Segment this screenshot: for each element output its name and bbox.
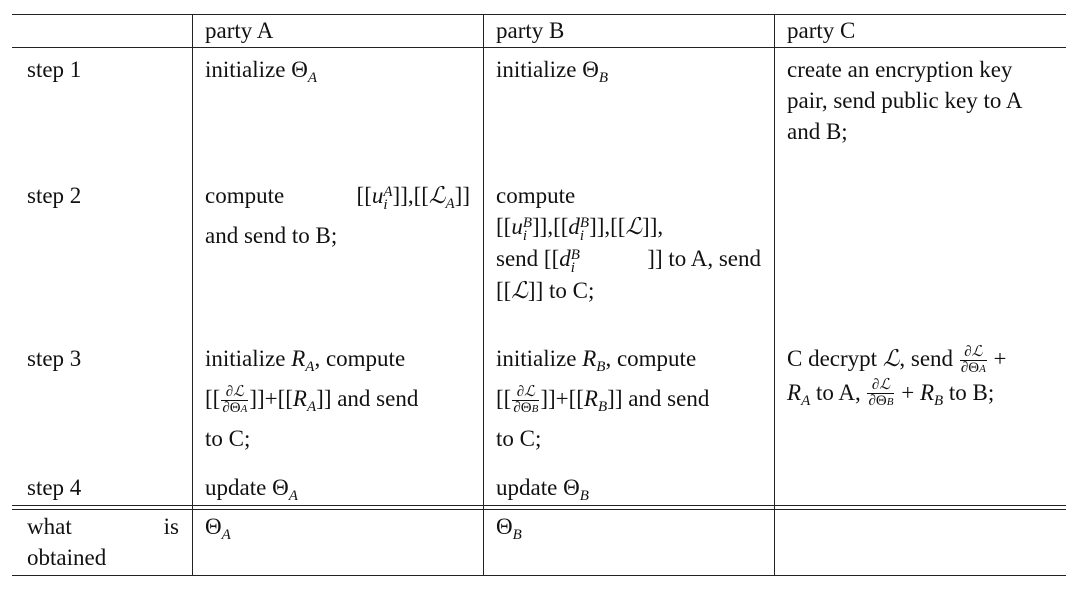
step3-party-a: initialize RA, compute [[∂ℒ ∂ΘA]]+[[RA]] … — [205, 346, 419, 451]
header-party-c: party C — [787, 18, 856, 43]
footer-rule-upper — [12, 505, 1066, 506]
footer-label: what is obtained — [27, 514, 179, 570]
col-divider-1 — [192, 14, 193, 576]
top-rule — [12, 14, 1066, 15]
step4-party-b: update ΘB — [496, 475, 589, 504]
footer-rule-lower — [12, 509, 1066, 510]
step1-party-b: initialize ΘB — [496, 57, 609, 86]
row-label-step-1: step 1 — [27, 57, 82, 82]
row-label-step-4: step 4 — [27, 475, 82, 500]
col-divider-2 — [483, 14, 484, 576]
header-party-a: party A — [205, 18, 274, 43]
footer-party-a: ΘA — [205, 514, 231, 543]
row-label-step-2: step 2 — [27, 183, 82, 208]
protocol-table: party A party B party C step 1 initializ… — [12, 14, 1066, 576]
partial-fraction-c-a: ∂ℒ ∂ΘA — [959, 343, 987, 376]
partial-fraction-b: ∂ℒ ∂ΘB — [512, 383, 540, 416]
partial-fraction-c-b: ∂ℒ ∂ΘB — [867, 377, 895, 410]
footer-party-b: ΘB — [496, 514, 522, 543]
partial-fraction-a: ∂ℒ ∂ΘA — [221, 383, 249, 416]
col-divider-3 — [774, 14, 775, 576]
step3-party-c: C decrypt ℒ, send ∂ℒ ∂ΘA + RA to A, ∂ℒ ∂ΘB… — [787, 343, 1007, 410]
step1-party-c: create an encryption key pair, send publ… — [787, 57, 1022, 144]
step3-party-b: initialize RB, compute [[∂ℒ ∂ΘB]]+[[RB]] … — [496, 346, 710, 451]
header-party-b: party B — [496, 18, 565, 43]
bottom-rule — [12, 575, 1066, 576]
step1-party-a: initialize ΘA — [205, 57, 318, 86]
header-rule — [12, 47, 1066, 48]
step4-party-a: update ΘA — [205, 475, 298, 504]
row-label-step-3: step 3 — [27, 346, 82, 371]
